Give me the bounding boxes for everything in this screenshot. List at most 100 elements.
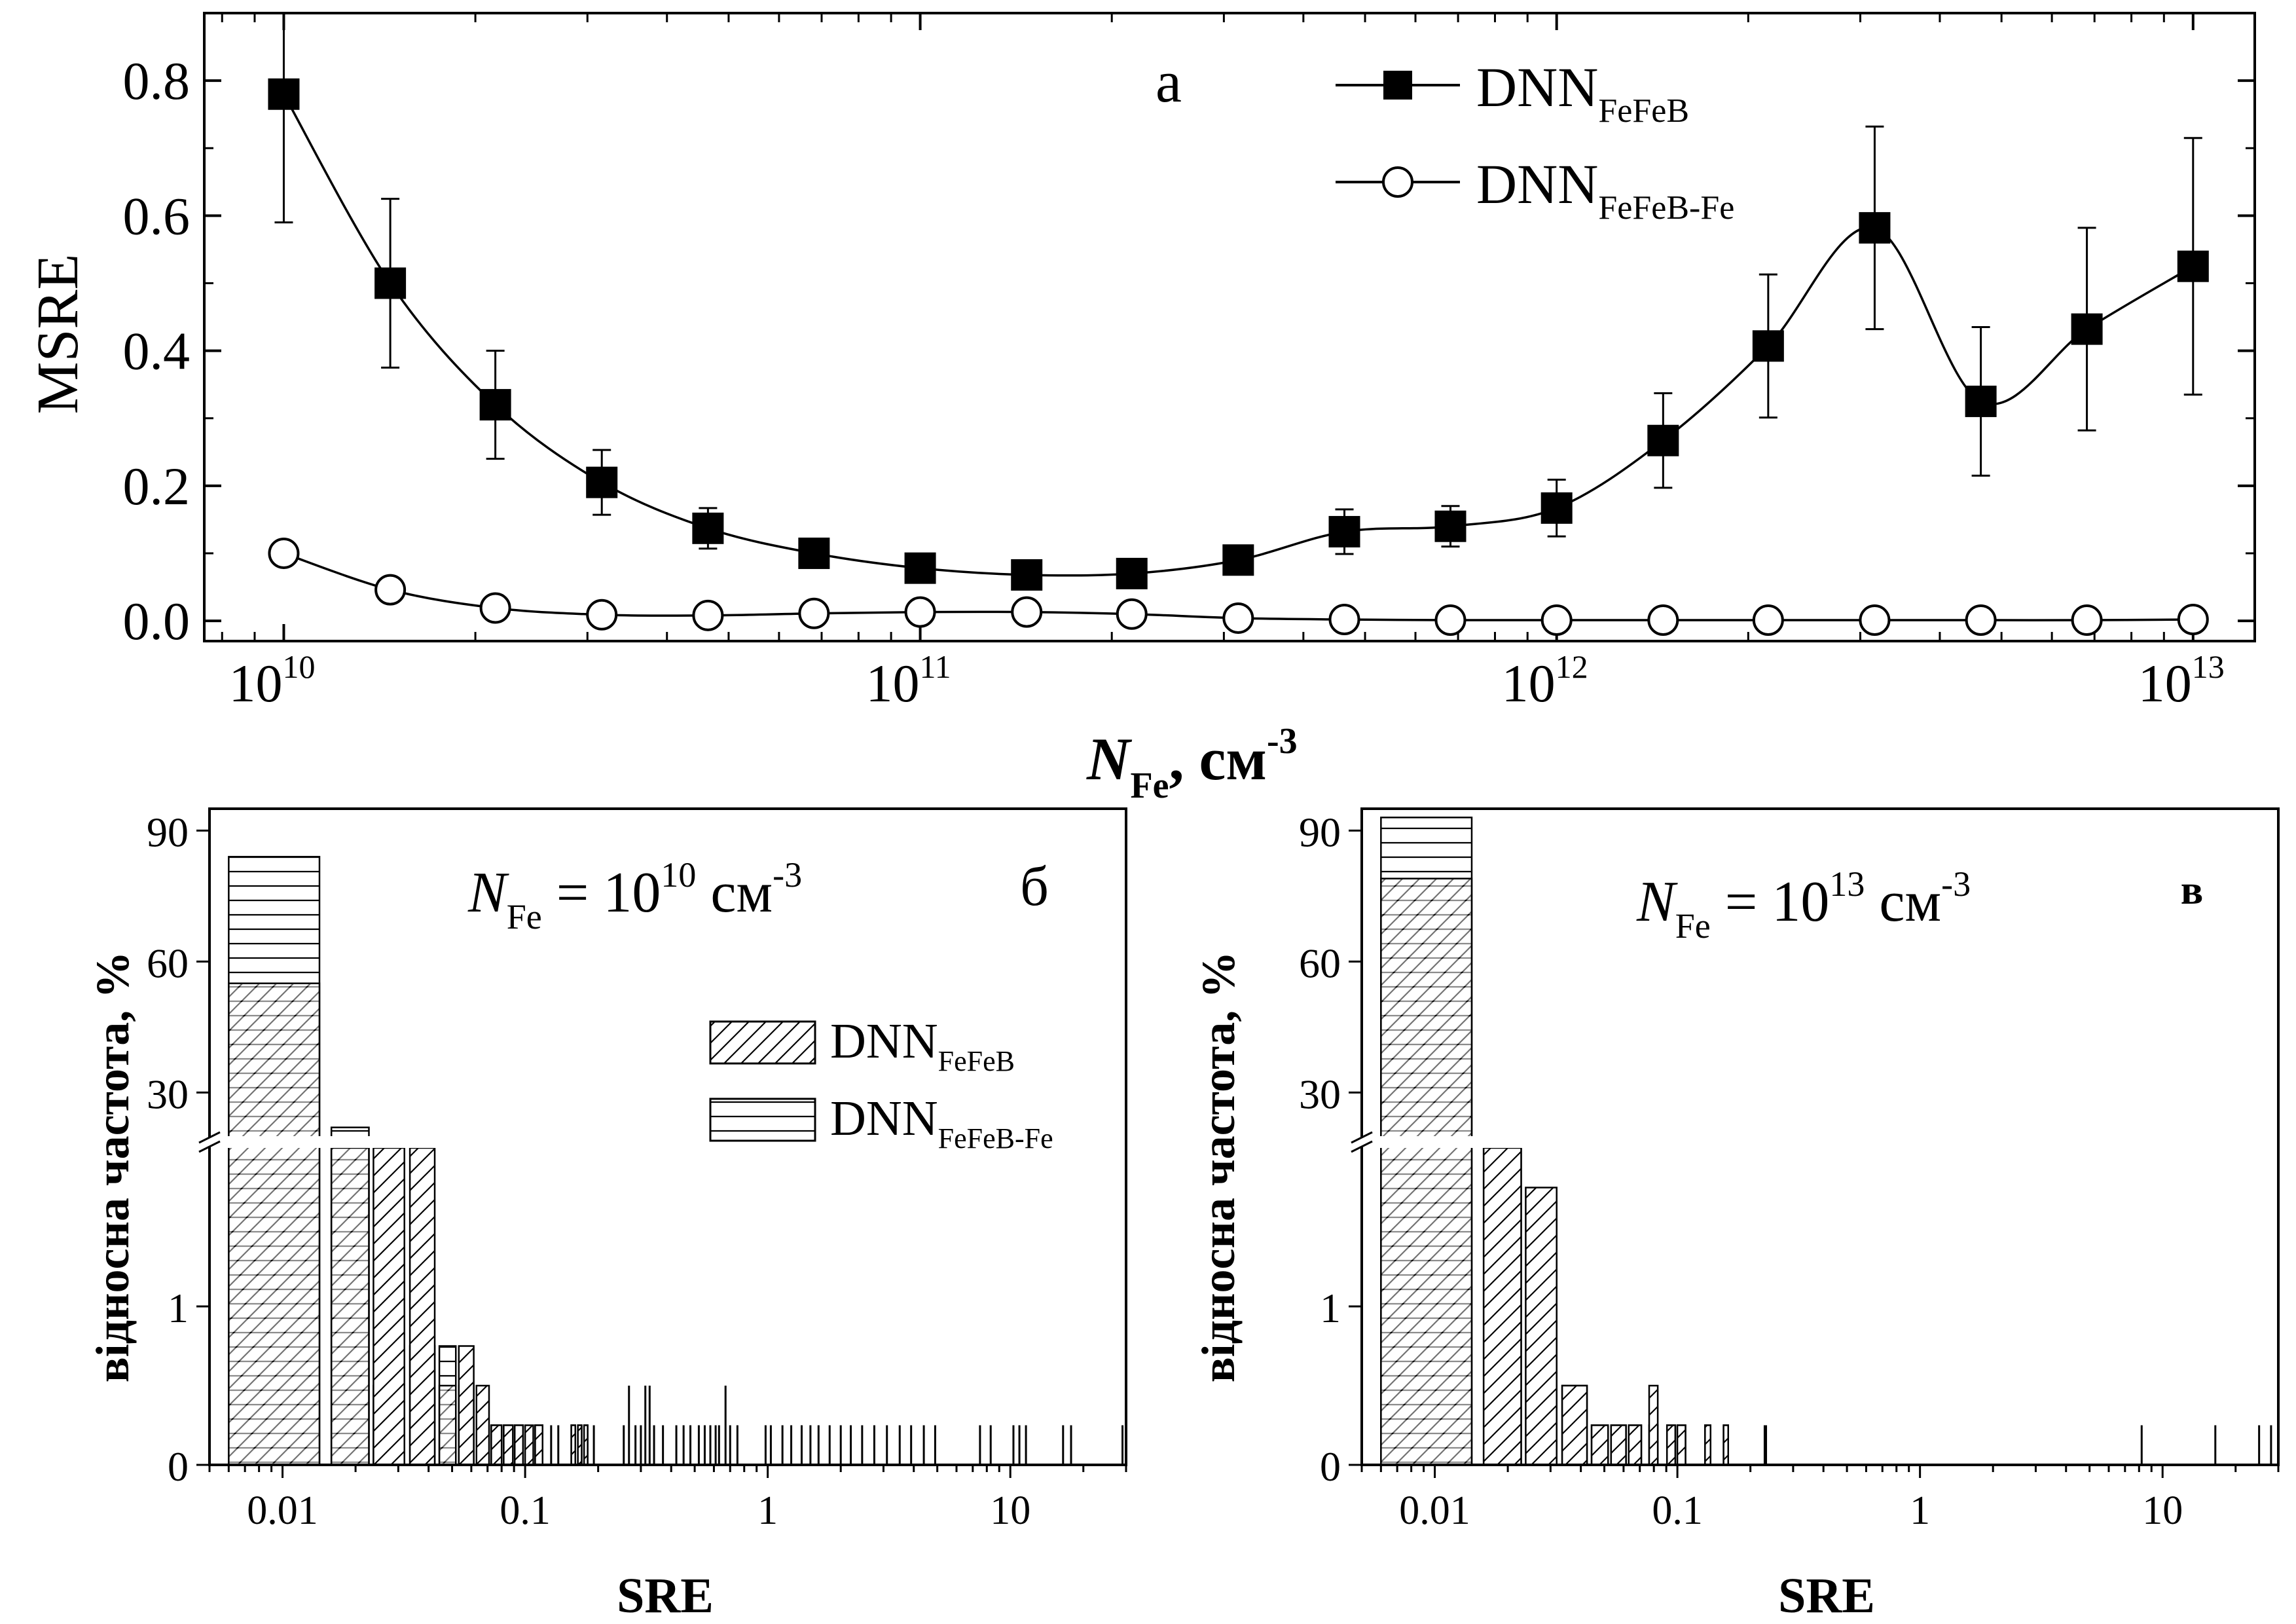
data-point-circle	[1011, 596, 1043, 628]
data-point-square	[1965, 385, 1997, 417]
histogram-bar-fefeb	[1722, 1424, 1729, 1466]
data-point-square	[1222, 544, 1254, 576]
axis-break-gap	[1364, 1136, 2276, 1148]
axis-break-mark	[1351, 1131, 1373, 1144]
msre-chart-panel: 0.0 0.2 0.4 0.6 0.8 1010 1011 1012 1013 а DNNFeF…	[26, 12, 2256, 806]
data-point-circle	[1116, 598, 1148, 630]
x-tick-label: 1011	[866, 648, 951, 713]
legend-marker-circle	[1382, 166, 1413, 198]
data-point-square	[2177, 250, 2209, 282]
histogram-bar-fefeb	[475, 1384, 490, 1466]
x-tick-label: 0.01	[1399, 1488, 1470, 1533]
y-tick-label: 60	[147, 940, 189, 986]
histogram-panel-b: 0 1 30 60 90 0.01 0.1 1 10 б NFe = 1010 см-3 DNN…	[86, 807, 1127, 1623]
data-point-circle	[1647, 604, 1679, 637]
legend-swatch-horizontal	[709, 1098, 816, 1142]
x-tick-label: 1	[757, 1488, 778, 1533]
data-point-square	[1647, 424, 1679, 456]
histogram-bar-fefeb	[503, 1424, 514, 1466]
data-point-circle	[2177, 604, 2209, 636]
x-axis-title: SRE	[617, 1568, 714, 1623]
axis-ticks	[204, 12, 2255, 641]
data-point-circle	[1540, 604, 1573, 637]
y-tick-label: 1	[1320, 1285, 1341, 1331]
legend: DNNFeFeB DNNFeFeB-Fe	[1336, 56, 1734, 227]
data-point-square	[1011, 559, 1043, 591]
data-point-square	[1859, 212, 1891, 244]
y-axis-title: відносна частота, %	[1192, 951, 1245, 1383]
data-point-circle	[1222, 602, 1254, 634]
axis-ticks: 0 1 30 60 90 0.01 0.1 1 10	[147, 807, 1127, 1533]
histogram-bar-fefeb	[458, 1345, 475, 1466]
x-tick-label: 0.1	[500, 1488, 551, 1533]
y-tick-label: 0.8	[123, 51, 191, 111]
x-tick-label: 1	[1910, 1488, 1930, 1533]
data-point-square	[1328, 515, 1360, 547]
histogram-bar-fefeb	[330, 1147, 370, 1466]
data-point-square	[1540, 492, 1573, 524]
legend: DNNFeFeB DNNFeFeB-Fe	[709, 1014, 1053, 1154]
x-tick-label: 10	[2142, 1488, 2183, 1533]
data-point-square	[479, 389, 511, 421]
data-point-square	[2071, 313, 2103, 345]
y-tick-label: 0.0	[123, 591, 191, 651]
y-axis-title: відносна частота, %	[86, 951, 139, 1383]
axis-break-mark	[1351, 1140, 1373, 1153]
axis-break	[206, 1137, 213, 1147]
panel-label: в	[2181, 866, 2204, 913]
data-point-circle	[1434, 604, 1467, 637]
axis-break	[1358, 1137, 1366, 1147]
axis-break-mark	[198, 1140, 221, 1153]
x-tick-label: 0.01	[247, 1488, 318, 1533]
histogram-bar-fefeb	[228, 982, 321, 1466]
y-axis-title: MSRE	[26, 253, 90, 414]
series-line-1	[282, 93, 2194, 577]
histogram-bar-fefeb	[1590, 1424, 1609, 1466]
y-tick-label: 30	[147, 1071, 189, 1117]
data-point-circle	[268, 537, 300, 569]
data-point-circle	[1965, 604, 1997, 637]
legend-label-1: DNNFeFeB	[830, 1014, 1015, 1077]
y-tick-label: 60	[1299, 940, 1341, 986]
axis-break-mark	[198, 1131, 221, 1144]
y-tick-label: 90	[1299, 809, 1341, 855]
plot-frame	[203, 12, 2256, 642]
data-point-circle	[2071, 604, 2103, 637]
legend-label-2: DNNFeFeB-Fe	[830, 1091, 1053, 1154]
data-point-circle	[798, 597, 830, 629]
legend-swatch-diagonal	[709, 1020, 816, 1065]
histogram-bar-fefeb	[1482, 1147, 1522, 1466]
histogram-bar-fefeb	[1610, 1424, 1627, 1466]
histogram-bar-fefeb	[1666, 1424, 1677, 1466]
data-point-square	[374, 267, 407, 299]
y-tick-label: 0.4	[123, 322, 191, 381]
x-tick-label: 1013	[2138, 648, 2225, 713]
x-axis-title: SRE	[1778, 1568, 1875, 1623]
histogram-bar-fefeb	[1628, 1424, 1643, 1466]
histogram-bar-fefeb	[570, 1424, 576, 1466]
histogram-panel-c: 0 1 30 60 90 0.01 0.1 1 10 в NFe = 1013 см-3 від…	[1192, 807, 2280, 1623]
data-point-circle	[1859, 604, 1891, 637]
panel-label: а	[1156, 50, 1182, 115]
x-tick-label: 10	[990, 1488, 1030, 1533]
histogram-bar-fefeb	[438, 1384, 457, 1466]
series-curves	[282, 93, 2194, 621]
histogram-bars	[211, 856, 1124, 1466]
x-tick-label: 1012	[1502, 648, 1588, 713]
data-point-square	[586, 466, 618, 498]
histogram-bar-fefeb	[1525, 1187, 1558, 1466]
histogram-bar-fefeb	[409, 1147, 436, 1466]
y-tick-label: 30	[1299, 1071, 1341, 1117]
data-point-square	[1116, 557, 1148, 589]
data-point-square	[692, 512, 724, 544]
concentration-annotation: NFe = 1010 см-3	[467, 855, 802, 936]
data-point-circle	[374, 574, 407, 606]
data-point-square	[798, 537, 830, 569]
histogram-bar-fefeb	[577, 1424, 583, 1466]
x-axis-title: NFe, см-3	[1086, 721, 1298, 806]
data-point-square	[268, 78, 300, 110]
data-point-circle	[479, 592, 511, 624]
y-tick-label: 0	[1320, 1443, 1341, 1490]
histogram-bar-fefeb	[490, 1424, 503, 1466]
data-point-circle	[904, 596, 936, 628]
